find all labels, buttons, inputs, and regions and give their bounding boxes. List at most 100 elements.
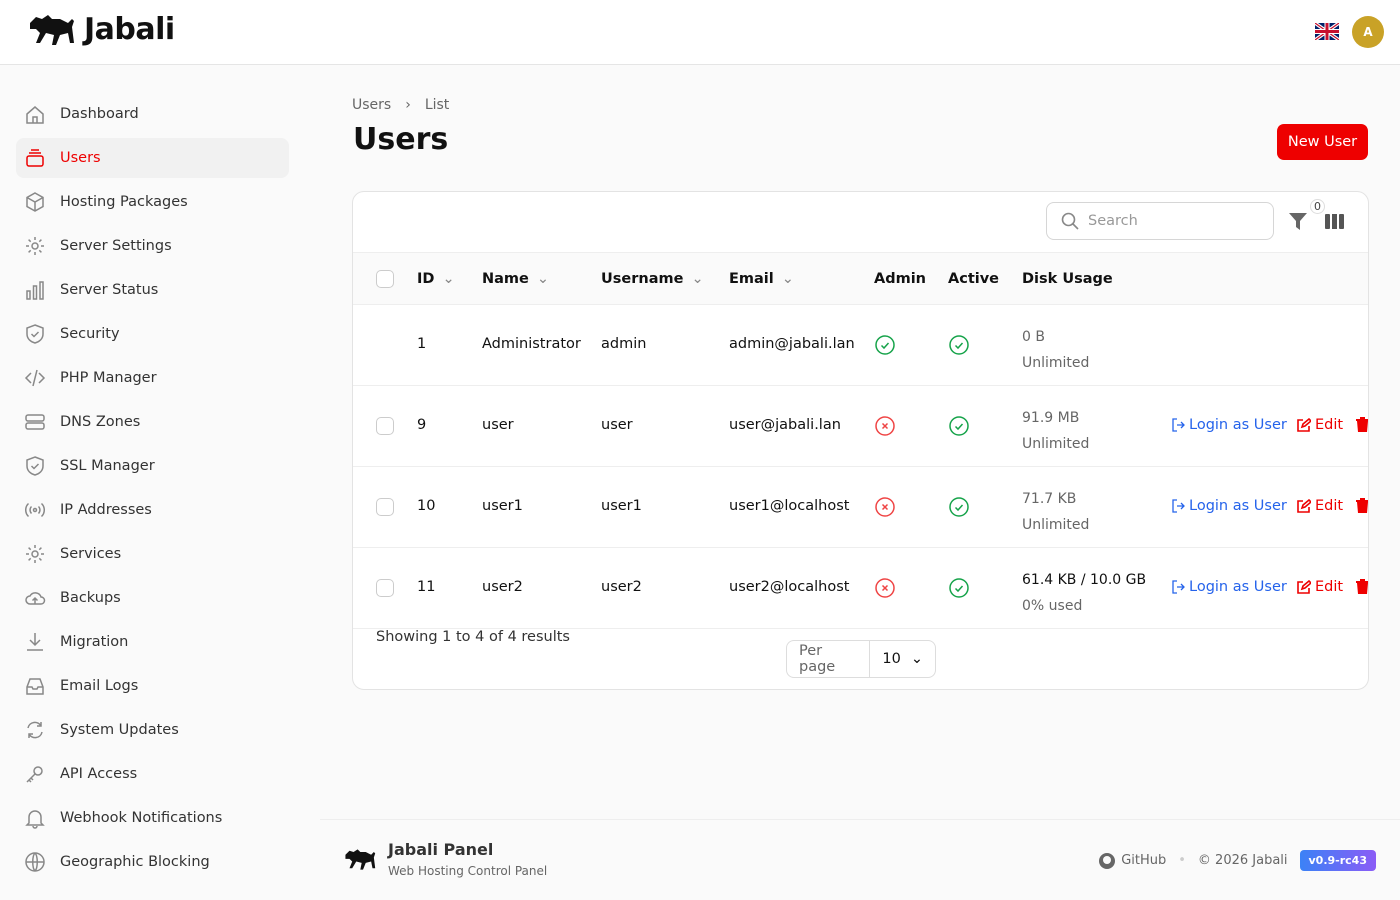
edit-button[interactable]: Edit bbox=[1297, 579, 1343, 595]
logo[interactable]: Jabali bbox=[28, 12, 175, 47]
login-icon bbox=[1172, 499, 1185, 513]
disk-usage: 71.7 KB Unlimited bbox=[1022, 491, 1090, 533]
columns-icon[interactable] bbox=[1325, 214, 1344, 229]
sidebar-item-label: Server Settings bbox=[60, 238, 172, 254]
disk-usage: 91.9 MB Unlimited bbox=[1022, 410, 1090, 452]
breadcrumb: Users › List bbox=[352, 97, 449, 113]
login-as-user-button[interactable]: Login as User bbox=[1171, 498, 1287, 514]
column-header-username[interactable]: Username ⌄ bbox=[601, 271, 704, 287]
delete-button[interactable] bbox=[1356, 498, 1368, 513]
trash-icon bbox=[1356, 417, 1368, 432]
select-all-checkbox[interactable] bbox=[376, 270, 394, 288]
github-icon bbox=[1099, 852, 1116, 869]
login-icon bbox=[1172, 580, 1185, 594]
boar-logo-icon bbox=[30, 14, 74, 45]
row-checkbox[interactable] bbox=[376, 417, 394, 435]
per-page-select[interactable]: Per page 10 ⌄ bbox=[786, 640, 936, 678]
column-header-id[interactable]: ID ⌄ bbox=[417, 271, 455, 287]
sidebar-item-migration[interactable]: Migration bbox=[16, 622, 289, 662]
sidebar-item-api-access[interactable]: API Access bbox=[16, 754, 289, 794]
filter-icon[interactable] bbox=[1289, 212, 1307, 230]
check-circle-icon bbox=[875, 335, 895, 355]
chevron-down-icon: ⌄ bbox=[536, 271, 550, 287]
footer: Jabali Panel Web Hosting Control Panel G… bbox=[320, 819, 1400, 900]
trash-icon bbox=[1356, 579, 1368, 594]
x-circle-icon bbox=[875, 497, 895, 517]
sidebar-item-dashboard[interactable]: Dashboard bbox=[16, 94, 289, 134]
sidebar-item-ip-addresses[interactable]: IP Addresses bbox=[16, 490, 289, 530]
key-icon bbox=[26, 766, 43, 783]
uk-flag-icon[interactable] bbox=[1315, 23, 1339, 40]
column-header-email[interactable]: Email ⌄ bbox=[729, 271, 794, 287]
edit-icon bbox=[1297, 499, 1311, 513]
avatar[interactable]: A bbox=[1352, 16, 1384, 48]
table-header: ID ⌄ Name ⌄ Username ⌄ Email ⌄ Admin Active Disk U… bbox=[353, 252, 1368, 305]
login-as-user-button[interactable]: Login as User bbox=[1171, 417, 1287, 433]
edit-icon bbox=[1297, 418, 1311, 432]
sidebar-item-label: Webhook Notifications bbox=[60, 810, 223, 826]
bell-icon bbox=[25, 810, 45, 829]
sidebar-item-label: Backups bbox=[60, 590, 121, 606]
new-user-button[interactable]: New User bbox=[1277, 124, 1368, 160]
sidebar-item-ssl-manager[interactable]: SSL Manager bbox=[16, 446, 289, 486]
sidebar-item-server-status[interactable]: Server Status bbox=[16, 270, 289, 310]
sidebar-item-label: Geographic Blocking bbox=[60, 854, 210, 870]
sidebar-item-geographic-blocking[interactable]: Geographic Blocking bbox=[16, 842, 289, 882]
row-checkbox[interactable] bbox=[376, 579, 394, 597]
inbox-icon bbox=[26, 678, 44, 695]
sidebar-item-label: Security bbox=[60, 326, 120, 342]
sidebar-item-label: DNS Zones bbox=[60, 414, 141, 430]
download-icon bbox=[27, 633, 43, 651]
code-icon bbox=[24, 369, 46, 387]
column-header-active: Active bbox=[948, 271, 1000, 287]
filter-count-badge: 0 bbox=[1310, 199, 1325, 214]
signal-icon bbox=[24, 502, 46, 518]
sidebar-item-server-settings[interactable]: Server Settings bbox=[16, 226, 289, 266]
sidebar-item-email-logs[interactable]: Email Logs bbox=[16, 666, 289, 706]
server-icon bbox=[25, 414, 45, 430]
sidebar-item-label: Users bbox=[60, 150, 101, 166]
cube-icon bbox=[26, 192, 44, 212]
sidebar-item-label: Migration bbox=[60, 634, 129, 650]
table-row: 1 Administrator admin admin@jabali.lan 0… bbox=[353, 305, 1368, 386]
column-header-name[interactable]: Name ⌄ bbox=[482, 271, 550, 287]
chevron-down-icon: ⌄ bbox=[442, 271, 455, 287]
sidebar-item-label: API Access bbox=[60, 766, 138, 782]
sidebar-item-label: Server Status bbox=[60, 282, 159, 298]
sidebar-item-dns-zones[interactable]: DNS Zones bbox=[16, 402, 289, 442]
login-icon bbox=[1172, 418, 1185, 432]
edit-button[interactable]: Edit bbox=[1297, 498, 1343, 514]
breadcrumb-users[interactable]: Users bbox=[352, 97, 392, 113]
check-circle-icon bbox=[949, 578, 969, 598]
sidebar-item-users[interactable]: Users bbox=[16, 138, 289, 178]
shield-check-icon bbox=[26, 456, 44, 476]
check-circle-icon bbox=[949, 335, 969, 355]
sidebar-item-system-updates[interactable]: System Updates bbox=[16, 710, 289, 750]
login-as-user-button[interactable]: Login as User bbox=[1171, 579, 1287, 595]
chevron-down-icon: ⌄ bbox=[781, 271, 794, 287]
sidebar-item-services[interactable]: Services bbox=[16, 534, 289, 574]
delete-button[interactable] bbox=[1356, 417, 1368, 432]
edit-button[interactable]: Edit bbox=[1297, 417, 1343, 433]
sidebar-item-label: Services bbox=[60, 546, 122, 562]
refresh-icon bbox=[27, 721, 43, 739]
chevron-down-icon: ⌄ bbox=[691, 271, 704, 287]
sidebar: Dashboard Users Hosting Packages Server Set… bbox=[16, 94, 289, 886]
cloud-upload-icon bbox=[25, 592, 46, 605]
sidebar-item-webhook-notifications[interactable]: Webhook Notifications bbox=[16, 798, 289, 838]
sidebar-item-hosting-packages[interactable]: Hosting Packages bbox=[16, 182, 289, 222]
sidebar-item-backups[interactable]: Backups bbox=[16, 578, 289, 618]
gear-icon bbox=[26, 237, 44, 255]
sidebar-item-php-manager[interactable]: PHP Manager bbox=[16, 358, 289, 398]
sidebar-item-security[interactable]: Security bbox=[16, 314, 289, 354]
chevron-right-icon: › bbox=[405, 97, 411, 113]
delete-button[interactable] bbox=[1356, 579, 1368, 594]
github-link[interactable]: GitHub bbox=[1099, 852, 1166, 869]
check-circle-icon bbox=[949, 416, 969, 436]
row-checkbox[interactable] bbox=[376, 498, 394, 516]
search-input[interactable]: Search bbox=[1046, 202, 1274, 240]
sidebar-item-label: Hosting Packages bbox=[60, 194, 188, 210]
sidebar-item-label: PHP Manager bbox=[60, 370, 157, 386]
users-table: Search 0 ID ⌄ Name ⌄ Username ⌄ Email ⌄ Admin Act… bbox=[352, 191, 1369, 690]
column-header-admin: Admin bbox=[874, 271, 927, 287]
